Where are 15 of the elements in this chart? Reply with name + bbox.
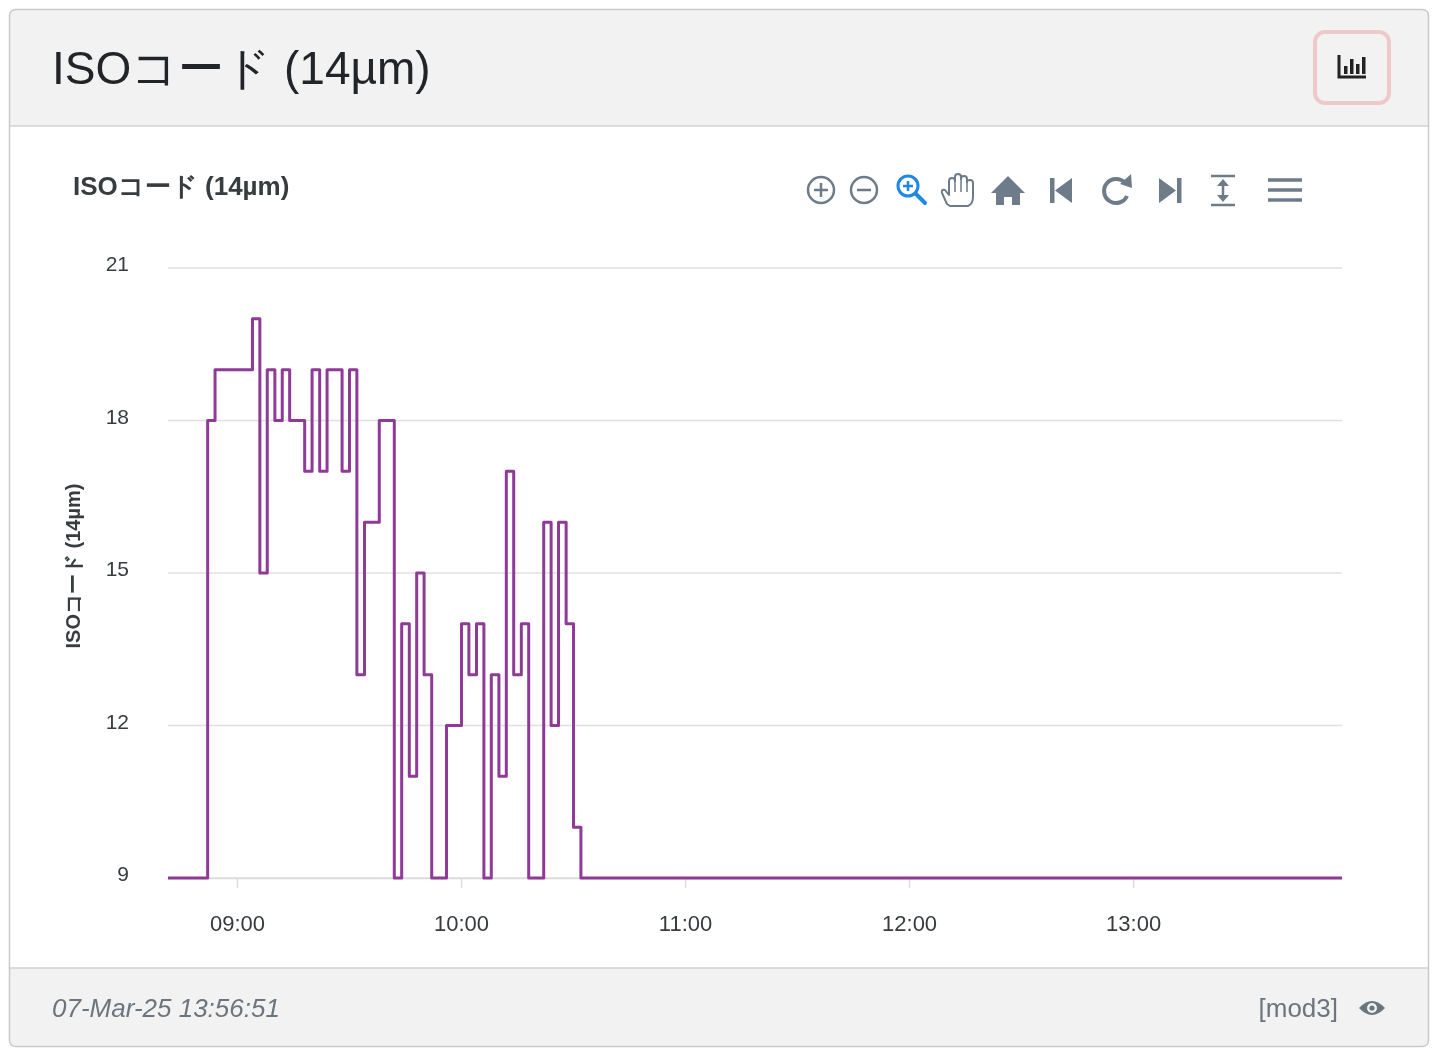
y-tick-label: 21 [105, 252, 129, 275]
x-tick-label: 09:00 [209, 911, 265, 936]
y-tick-label: 9 [117, 862, 129, 885]
chart-title: ISOコード (14µm) [73, 171, 290, 201]
card-header-title: ISOコード (14µm) [52, 42, 431, 94]
x-tick-label: 10:00 [433, 911, 490, 936]
x-tick-label: 12:00 [882, 911, 938, 936]
timestamp: 07-Mar-25 13:56:51 [52, 993, 280, 1023]
y-tick-label: 15 [105, 557, 129, 580]
y-tick-label: 18 [105, 404, 129, 428]
y-tick-label: 12 [105, 709, 129, 733]
module-label: [mod3] [1258, 993, 1338, 1023]
y-axis-title: ISOコード (14µm) [62, 483, 84, 649]
x-tick-label: 13:00 [1106, 911, 1162, 936]
x-tick-label: 11:00 [658, 911, 713, 936]
